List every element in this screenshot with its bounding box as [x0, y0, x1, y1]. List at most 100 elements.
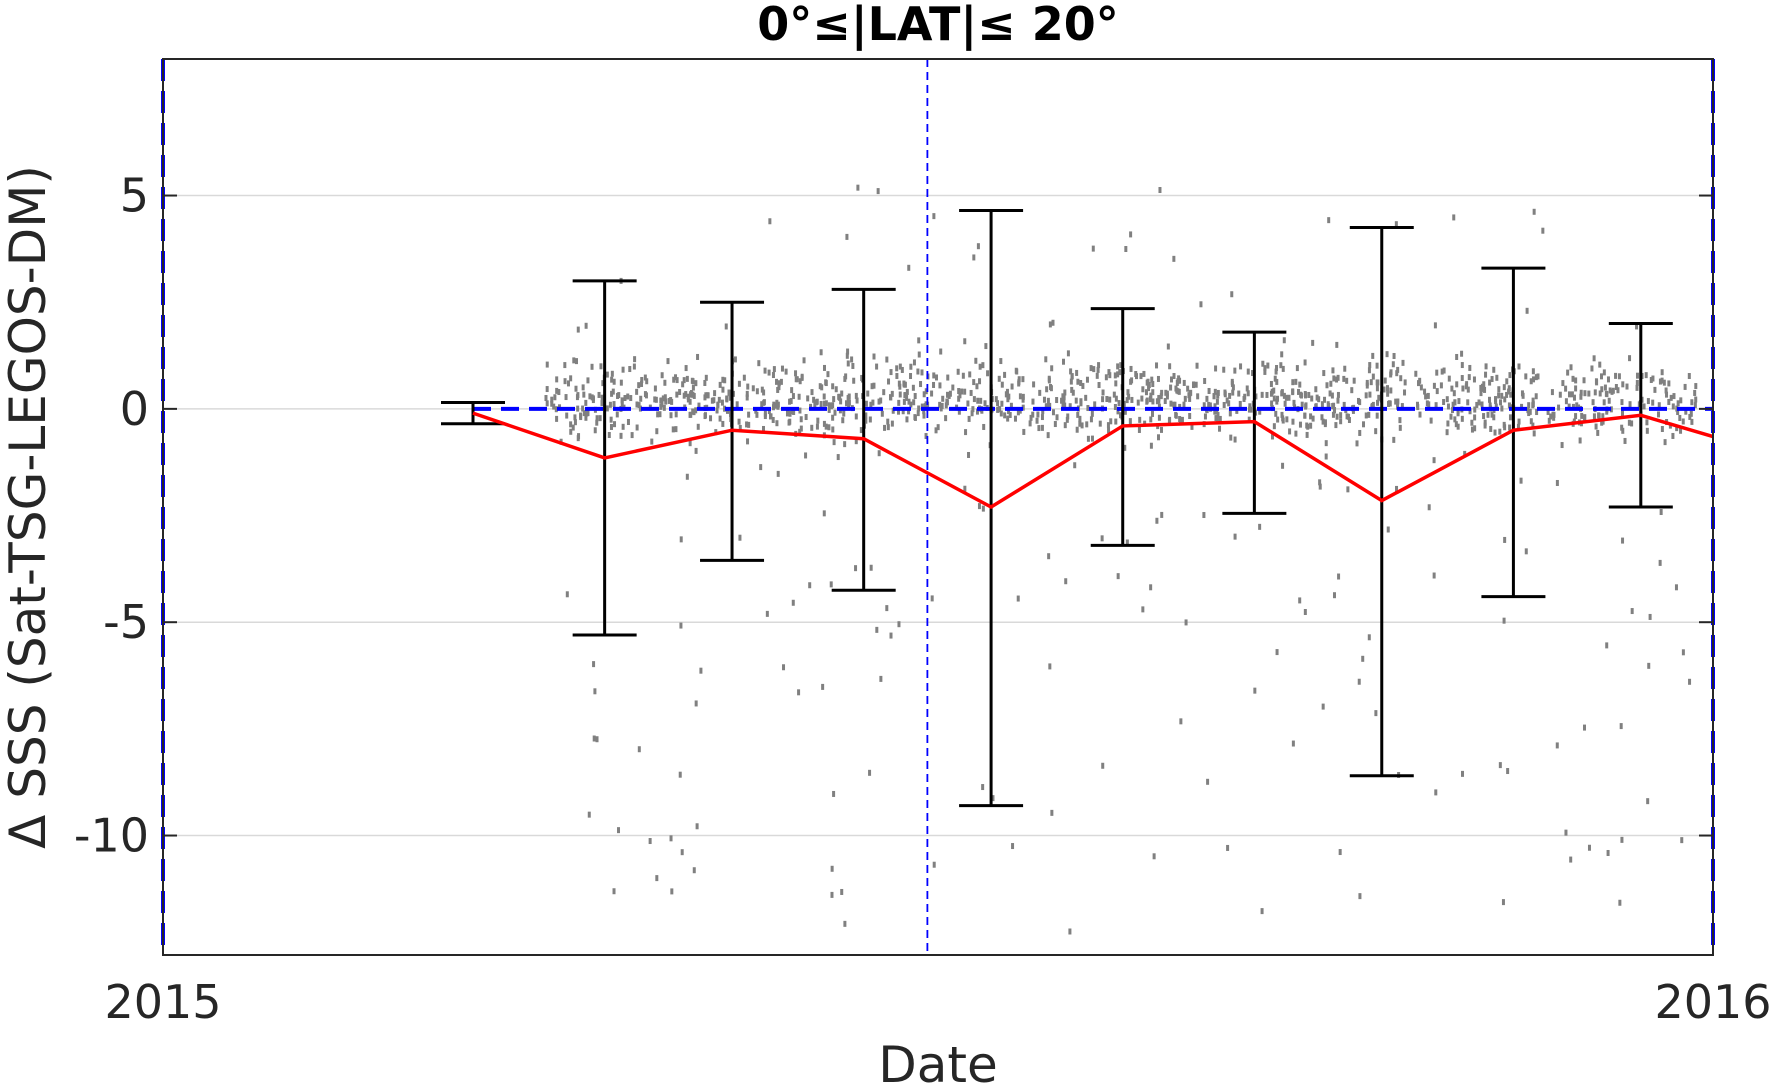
scatter-point — [1601, 418, 1605, 425]
scatter-point — [1046, 397, 1050, 404]
scatter-point — [1295, 365, 1299, 372]
scatter-point — [685, 473, 689, 480]
scatter-point — [912, 359, 916, 366]
scatter-point — [679, 622, 683, 629]
scatter-point — [1137, 426, 1141, 433]
scatter-point — [1079, 400, 1083, 407]
scatter-point — [723, 377, 727, 384]
scatter-point — [1587, 390, 1591, 397]
scatter-point — [1657, 402, 1661, 409]
scatter-point — [1116, 573, 1120, 580]
scatter-point — [776, 386, 780, 393]
scatter-point — [1488, 396, 1492, 403]
scatter-point — [1048, 663, 1052, 670]
scatter-point — [854, 438, 858, 445]
scatter-point — [999, 410, 1003, 417]
scatter-point — [565, 412, 569, 419]
scatter-point — [911, 384, 915, 391]
scatter-point — [1503, 396, 1507, 403]
scatter-point — [1534, 393, 1538, 400]
scatter-point — [689, 391, 693, 398]
scatter-point — [1490, 376, 1494, 383]
scatter-point — [1281, 415, 1285, 422]
scatter-point — [1101, 762, 1105, 769]
scatter-point — [755, 388, 759, 395]
scatter-point — [1503, 536, 1507, 543]
scatter-point — [843, 441, 847, 448]
scatter-point — [1602, 369, 1606, 376]
scatter-point — [611, 388, 615, 395]
scatter-point — [721, 386, 725, 393]
scatter-point — [1398, 417, 1402, 424]
scatter-point — [1304, 392, 1308, 399]
scatter-point — [1592, 355, 1596, 362]
scatter-point — [587, 811, 591, 818]
scatter-point — [648, 838, 652, 845]
scatter-point — [784, 368, 788, 375]
scatter-point — [1557, 404, 1561, 411]
scatter-point — [1068, 928, 1072, 935]
scatter-point — [552, 403, 556, 410]
scatter-point — [663, 379, 667, 386]
scatter-point — [1628, 401, 1632, 408]
scatter-point — [1610, 388, 1614, 395]
scatter-point — [871, 399, 875, 406]
scatter-point — [1095, 372, 1099, 379]
scatter-point — [890, 420, 894, 427]
scatter-point — [706, 392, 710, 399]
scatter-point — [628, 366, 632, 373]
scatter-point — [1129, 365, 1133, 372]
scatter-point — [854, 413, 858, 420]
scatter-point — [1507, 402, 1511, 409]
scatter-point — [923, 403, 927, 410]
scatter-point — [1127, 393, 1131, 400]
scatter-point — [1555, 479, 1559, 486]
scatter-point — [1617, 373, 1621, 380]
scatter-point — [1460, 415, 1464, 422]
scatter-point — [782, 664, 786, 671]
scatter-point — [889, 369, 893, 376]
scatter-point — [788, 398, 792, 405]
scatter-point — [1037, 425, 1041, 432]
scatter-point — [1616, 387, 1620, 394]
scatter-point — [1688, 678, 1692, 685]
scatter-point — [957, 388, 961, 395]
scatter-point — [1570, 391, 1574, 398]
scatter-point — [1375, 385, 1379, 392]
scatter-point — [981, 784, 985, 791]
scatter-point — [1468, 408, 1472, 415]
scatter-point — [769, 413, 773, 420]
scatter-point — [1460, 375, 1464, 382]
scatter-point — [1473, 425, 1477, 432]
scatter-point — [1674, 584, 1678, 591]
scatter-point — [1660, 369, 1664, 376]
scatter-point — [1457, 398, 1461, 405]
scatter-point — [682, 377, 686, 384]
scatter-point — [1107, 369, 1111, 376]
scatter-point — [1090, 435, 1094, 442]
scatter-point — [900, 366, 904, 373]
scatter-point — [1529, 418, 1533, 425]
scatter-point — [870, 383, 874, 390]
scatter-point — [593, 688, 597, 695]
scatter-point — [905, 394, 909, 401]
scatter-point — [1096, 366, 1100, 373]
scatter-point — [696, 353, 700, 360]
scatter-point — [932, 381, 936, 388]
scatter-point — [1215, 408, 1219, 415]
scatter-point — [1376, 399, 1380, 406]
scatter-point — [1572, 394, 1576, 401]
scatter-point — [958, 392, 962, 399]
scatter-point — [1157, 403, 1161, 410]
scatter-point — [1574, 377, 1578, 384]
scatter-point — [882, 389, 886, 396]
scatter-point — [775, 378, 779, 385]
scatter-point — [1291, 379, 1295, 386]
scatter-point — [1155, 362, 1159, 369]
scatter-point — [840, 390, 844, 397]
scatter-point — [1653, 386, 1657, 393]
scatter-point — [1423, 388, 1427, 395]
scatter-point — [1574, 385, 1578, 392]
scatter-point — [1395, 485, 1399, 492]
scatter-point — [799, 425, 803, 432]
